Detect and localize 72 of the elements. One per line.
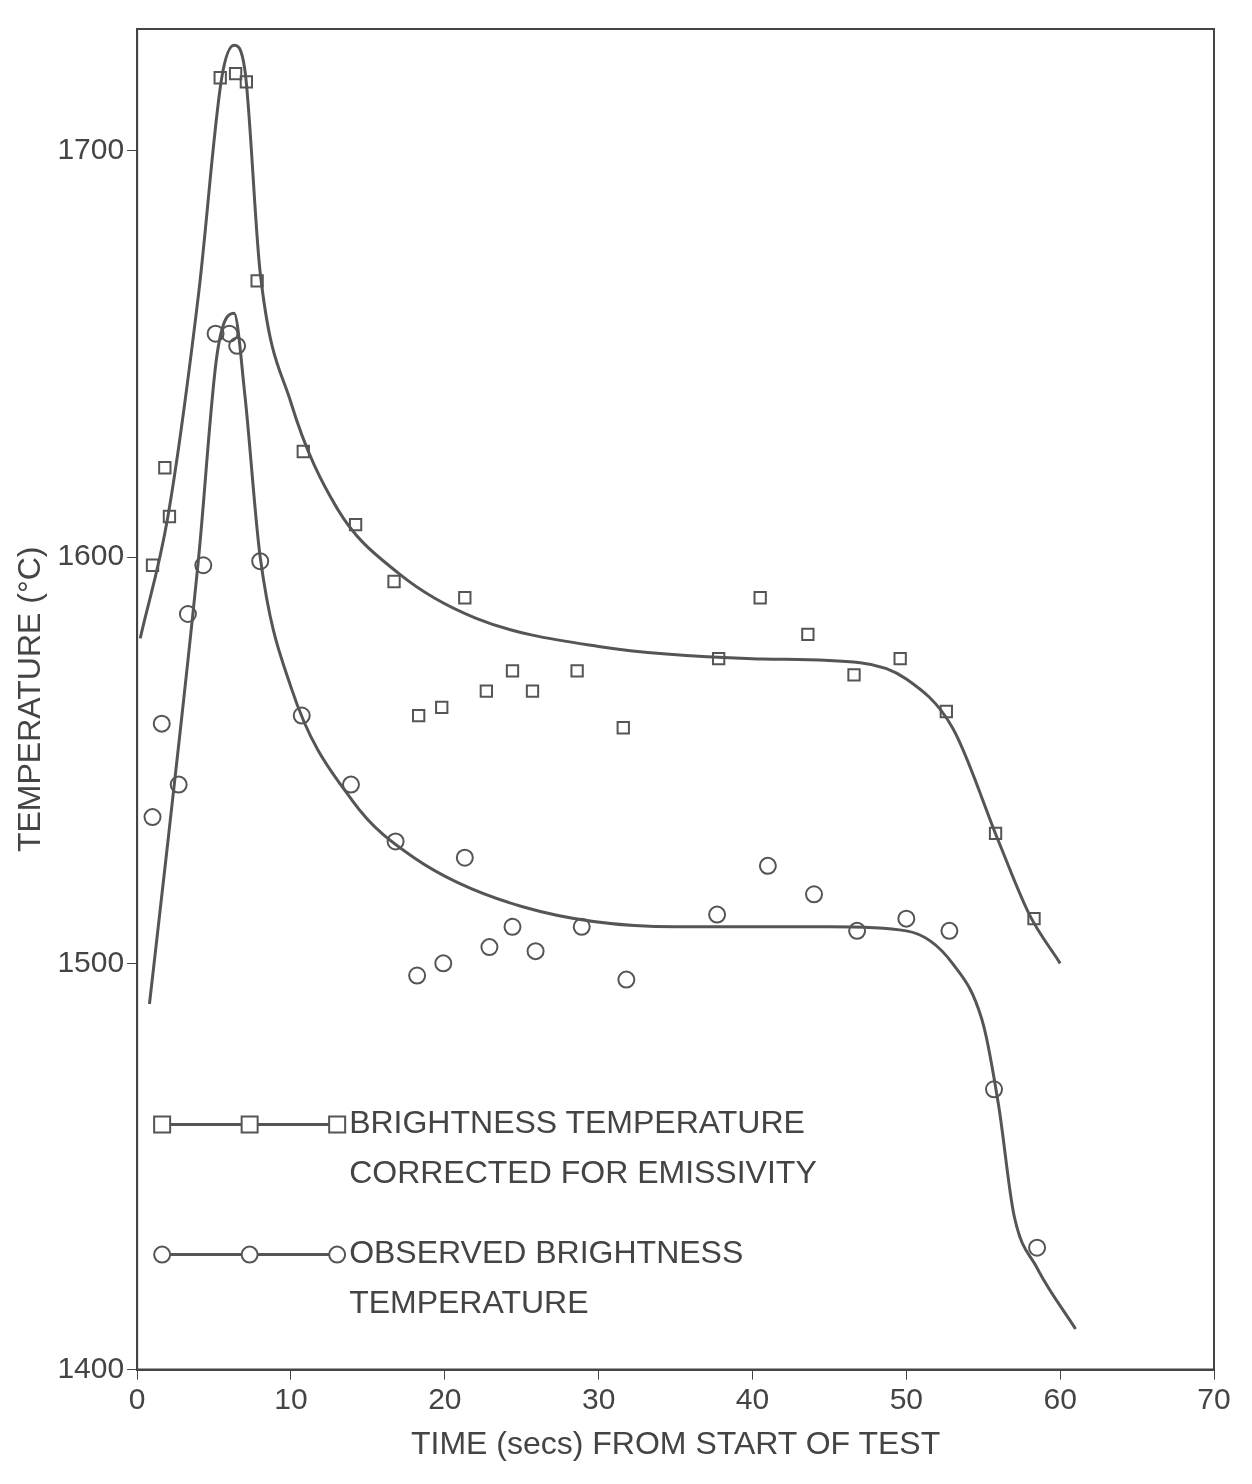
point (893, 652, 907, 666)
point (434, 954, 453, 973)
x-tick-label: 60 (1043, 1381, 1077, 1415)
point (805, 885, 824, 904)
point (296, 444, 310, 459)
point (985, 1080, 1004, 1099)
point (408, 966, 427, 985)
line-series (138, 43, 1062, 965)
point (143, 808, 162, 827)
y-axis-title: TEMPERATURE (°C) (11, 546, 48, 853)
point (145, 558, 160, 572)
x-axis-title: TIME (secs) FROM START OF TEST (410, 1424, 941, 1461)
point (897, 909, 916, 928)
point (292, 706, 311, 725)
y-tick-label: 1500 (57, 944, 125, 978)
point (228, 336, 247, 355)
point (455, 848, 474, 867)
point (617, 970, 636, 989)
point (220, 324, 239, 343)
point (753, 591, 767, 605)
point (479, 684, 494, 698)
y-tick-label: 1700 (57, 132, 125, 166)
point (158, 461, 172, 475)
point (162, 509, 177, 524)
point (341, 775, 360, 794)
point (412, 708, 426, 723)
point (169, 775, 188, 794)
x-tick-label: 30 (581, 1381, 616, 1415)
x-tick-label: 10 (274, 1381, 308, 1415)
point (213, 71, 227, 85)
y-tick-label: 1600 (57, 538, 125, 572)
point (1028, 1238, 1047, 1257)
line-series (147, 311, 1078, 1331)
point (480, 938, 499, 957)
y-tick-label: 1400 (57, 1350, 125, 1384)
point (758, 856, 777, 875)
legend-label: BRIGHTNESS TEMPERATURE CORRECTED FOR EMISSIVITY (349, 1104, 817, 1191)
point (503, 917, 522, 936)
x-tick-label: 0 (128, 1381, 146, 1415)
point (570, 664, 584, 678)
point (801, 627, 815, 641)
point (206, 324, 225, 343)
point (572, 917, 591, 936)
point (251, 552, 270, 571)
point (988, 826, 1003, 841)
point (435, 700, 449, 715)
point (386, 832, 405, 851)
x-tick-label: 40 (735, 1381, 770, 1415)
point (194, 556, 213, 575)
point (348, 517, 363, 532)
point (708, 905, 727, 924)
x-tick-label: 50 (889, 1381, 924, 1415)
point (505, 664, 520, 678)
point (250, 274, 264, 288)
point (152, 714, 171, 733)
point (616, 721, 630, 735)
point (526, 942, 545, 961)
point (848, 921, 867, 940)
point (228, 67, 243, 81)
point (525, 684, 540, 698)
point (1027, 912, 1041, 926)
point (239, 75, 254, 89)
point (458, 591, 472, 605)
point (939, 704, 953, 719)
x-tick-label: 20 (428, 1381, 462, 1415)
x-tick-label: 70 (1197, 1381, 1231, 1415)
point (940, 921, 959, 940)
point (847, 668, 861, 682)
point (178, 604, 197, 623)
point (387, 574, 401, 589)
legend-label: OBSERVED BRIGHTNESS TEMPERATURE (349, 1234, 744, 1321)
point (711, 652, 726, 666)
